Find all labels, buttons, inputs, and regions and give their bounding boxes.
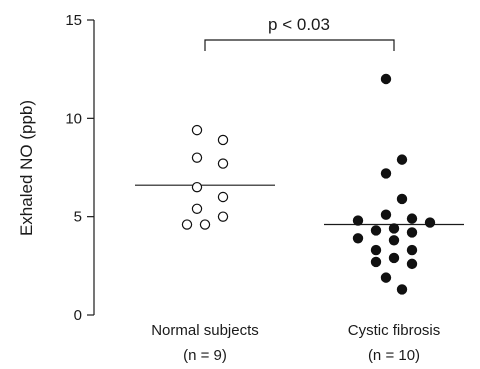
cystic-fibrosis-point xyxy=(380,209,392,220)
cystic-fibrosis-point xyxy=(396,154,408,165)
normal-subject-point xyxy=(191,203,203,214)
cystic-fibrosis-point xyxy=(406,244,418,256)
cystic-fibrosis-point xyxy=(396,193,408,205)
cystic-fibrosis-point xyxy=(380,168,392,179)
category-sublabel: (n = 10) xyxy=(368,347,420,364)
normal-subject-point xyxy=(217,134,229,146)
y-tick-label: 5 xyxy=(74,209,82,226)
category-label: Cystic fibrosis xyxy=(348,322,441,339)
y-axis-title: Exhaled NO (ppb) xyxy=(17,100,36,236)
normal-subject-point xyxy=(181,219,193,230)
significance-bracket xyxy=(204,39,395,51)
cystic-fibrosis-point xyxy=(406,227,418,238)
cystic-fibrosis-point xyxy=(380,73,392,85)
cystic-fibrosis-point xyxy=(352,233,364,244)
cystic-fibrosis-point xyxy=(370,244,382,256)
y-tick-label: 15 xyxy=(65,12,82,29)
normal-subject-point xyxy=(191,124,203,136)
normal-subject-point xyxy=(217,158,229,169)
y-tick-label: 0 xyxy=(74,307,82,324)
category-sublabel: (n = 9) xyxy=(183,347,227,364)
normal-subject-point xyxy=(217,191,229,203)
cystic-fibrosis-point xyxy=(388,235,400,246)
y-tick-label: 10 xyxy=(65,110,82,127)
cystic-fibrosis-point xyxy=(388,252,400,264)
data-points xyxy=(181,73,436,295)
significance-label: p < 0.03 xyxy=(268,15,330,34)
cystic-fibrosis-point xyxy=(370,225,382,236)
category-labels: Normal subjects (n = 9) Cystic fibrosis (n … xyxy=(151,322,440,364)
bracket-line xyxy=(204,39,395,51)
normal-subject-point xyxy=(191,181,203,193)
cystic-fibrosis-point xyxy=(406,258,418,270)
cystic-fibrosis-point xyxy=(396,284,408,295)
cystic-fibrosis-point xyxy=(406,213,418,224)
cystic-fibrosis-point xyxy=(424,217,436,228)
normal-subject-point xyxy=(191,152,203,163)
cystic-fibrosis-point xyxy=(388,223,400,234)
y-ticks: 0 5 10 15 xyxy=(65,12,94,324)
cystic-fibrosis-point xyxy=(380,272,392,283)
category-label: Normal subjects xyxy=(151,322,259,339)
cystic-fibrosis-point xyxy=(352,215,364,226)
normal-subject-point xyxy=(199,219,211,230)
cystic-fibrosis-point xyxy=(370,256,382,268)
normal-subject-point xyxy=(217,211,229,222)
